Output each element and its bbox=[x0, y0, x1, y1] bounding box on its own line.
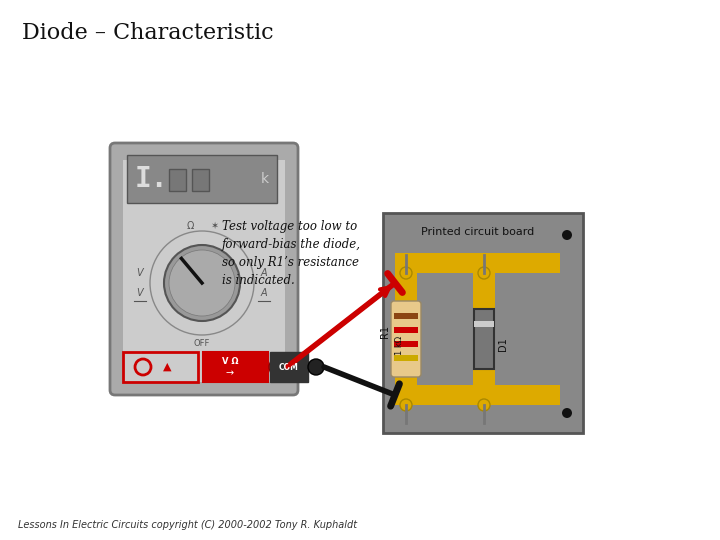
Text: ✶: ✶ bbox=[210, 221, 218, 231]
Circle shape bbox=[478, 399, 490, 411]
Circle shape bbox=[164, 245, 240, 321]
Text: Lessons In Electric Circuits copyright (C) 2000-2002 Tony R. Kuphaldt: Lessons In Electric Circuits copyright (… bbox=[18, 520, 357, 530]
Bar bbox=[395, 273, 417, 405]
Bar bbox=[394, 313, 418, 319]
Text: V Ω: V Ω bbox=[222, 357, 238, 367]
Text: Printed circuit board: Printed circuit board bbox=[421, 227, 535, 237]
Text: V: V bbox=[137, 288, 143, 298]
Text: R1: R1 bbox=[380, 325, 390, 338]
Text: ▲: ▲ bbox=[163, 362, 171, 372]
Bar bbox=[203, 352, 268, 382]
Text: A: A bbox=[261, 268, 267, 278]
Text: OFF: OFF bbox=[194, 339, 210, 348]
Bar bbox=[394, 341, 418, 347]
Text: D1: D1 bbox=[498, 337, 508, 351]
Bar bbox=[383, 213, 583, 433]
Circle shape bbox=[169, 250, 235, 316]
Circle shape bbox=[562, 408, 572, 418]
FancyBboxPatch shape bbox=[391, 301, 421, 377]
Bar bbox=[473, 273, 495, 405]
Bar bbox=[127, 155, 277, 203]
Bar bbox=[474, 321, 494, 327]
Text: Ω: Ω bbox=[186, 221, 194, 231]
FancyBboxPatch shape bbox=[110, 143, 298, 395]
Circle shape bbox=[400, 267, 412, 279]
Text: A: A bbox=[261, 288, 267, 298]
Bar bbox=[270, 352, 308, 382]
Bar bbox=[394, 355, 418, 361]
Circle shape bbox=[269, 358, 287, 376]
Bar bbox=[123, 160, 285, 382]
Bar bbox=[169, 169, 186, 191]
Text: V: V bbox=[137, 268, 143, 278]
Text: COM: COM bbox=[279, 362, 299, 372]
Text: k: k bbox=[261, 172, 269, 186]
Circle shape bbox=[400, 399, 412, 411]
Bar bbox=[474, 309, 494, 369]
Text: 1 kΩ: 1 kΩ bbox=[395, 335, 405, 355]
Bar bbox=[395, 253, 560, 273]
Bar bbox=[192, 169, 209, 191]
Circle shape bbox=[150, 231, 254, 335]
Text: →: → bbox=[226, 368, 234, 378]
Circle shape bbox=[478, 267, 490, 279]
Bar bbox=[395, 385, 560, 405]
Text: Test voltage too low to
forward-bias the diode,
so only R1’s resistance
is indic: Test voltage too low to forward-bias the… bbox=[222, 220, 361, 287]
Circle shape bbox=[562, 230, 572, 240]
Bar bbox=[123, 352, 198, 382]
Bar bbox=[394, 327, 418, 333]
Text: I.: I. bbox=[135, 165, 168, 193]
Circle shape bbox=[308, 359, 324, 375]
Text: Diode – Characteristic: Diode – Characteristic bbox=[22, 22, 274, 44]
